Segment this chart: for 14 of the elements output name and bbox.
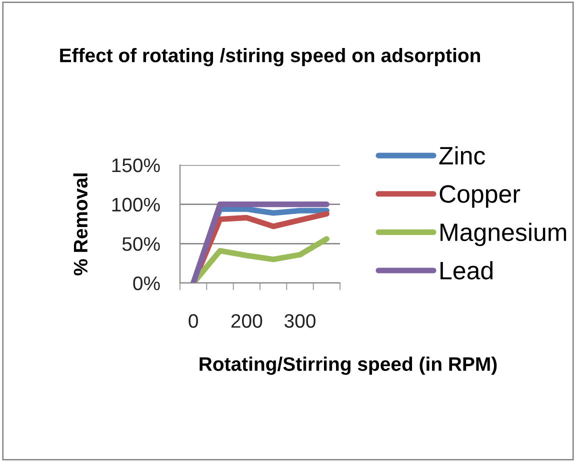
y-tick-label: 0% [133,276,160,290]
y-tick-label: 100% [112,198,160,212]
x-axis-title: Rotating/Stirring speed (in RPM) [200,356,497,375]
x-tick-label: 200 [231,314,262,328]
y-axis-title: % Removal [73,174,88,276]
legend-label: Zinc [439,146,486,165]
y-tick-label: 50% [122,237,160,251]
y-tick-label: 150% [112,158,160,172]
chart-title: Effect of rotating /stiring speed on adsorption [60,48,480,66]
legend-label: Copper [440,185,520,208]
x-tick-label: 300 [284,314,316,328]
legend-label: Magnesium [440,222,566,246]
x-tick-label: 0 [188,314,198,328]
legend-label: Lead [440,261,493,280]
